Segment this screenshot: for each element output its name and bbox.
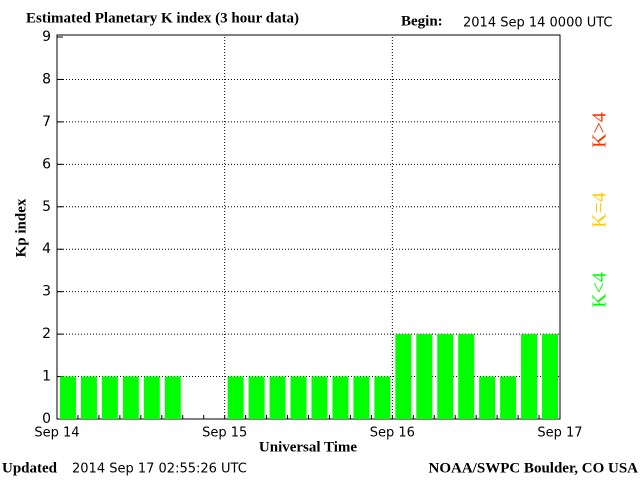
bar <box>332 376 349 419</box>
y-tick-label: 9 <box>42 29 51 45</box>
updated-time: 2014 Sep 17 02:55:26 UTC <box>72 462 247 477</box>
bar <box>269 376 286 419</box>
begin-label: Begin: <box>401 13 443 29</box>
bar <box>500 376 517 419</box>
begin-time: 2014 Sep 14 0000 UTC <box>463 16 613 31</box>
y-tick-label: 6 <box>42 156 51 172</box>
bar <box>458 334 475 419</box>
bar <box>374 376 391 419</box>
bar <box>101 376 118 419</box>
x-axis-label: Universal Time <box>259 439 358 455</box>
credit: NOAA/SWPC Boulder, CO USA <box>429 460 639 476</box>
updated-label: Updated <box>2 460 58 476</box>
bar <box>437 334 454 419</box>
bar <box>479 376 496 419</box>
y-tick-label: 1 <box>42 369 51 385</box>
bar <box>164 376 181 419</box>
y-tick-label: 8 <box>42 71 51 87</box>
y-axis-label: Kp index <box>13 198 29 257</box>
bar <box>122 376 139 419</box>
bar <box>311 376 328 419</box>
bar <box>416 334 433 419</box>
bar <box>395 334 412 419</box>
x-tick-label: Sep 14 <box>34 426 79 441</box>
bar <box>80 376 97 419</box>
y-tick-label: 4 <box>42 241 51 257</box>
bar <box>248 376 265 419</box>
bar <box>290 376 307 419</box>
bar <box>60 376 76 419</box>
x-tick-label: Sep 17 <box>537 426 582 441</box>
legend-entry: K<4 <box>589 272 611 308</box>
plot-frame <box>56 34 561 420</box>
bar <box>227 376 244 419</box>
bar <box>521 334 538 419</box>
bar <box>353 376 370 419</box>
bar <box>542 334 558 419</box>
y-tick-label: 0 <box>42 411 51 427</box>
x-tick-label: Sep 16 <box>370 426 415 441</box>
legend-entry: K>4 <box>589 112 611 148</box>
legend-entry: K=4 <box>589 192 611 228</box>
bar <box>143 376 160 419</box>
y-tick-label: 5 <box>42 199 51 215</box>
x-tick-label: Sep 15 <box>202 426 247 441</box>
y-tick-label: 7 <box>42 114 51 130</box>
chart-title: Estimated Planetary K index (3 hour data… <box>26 10 299 26</box>
y-tick-label: 2 <box>42 326 51 342</box>
y-tick-label: 3 <box>42 284 51 300</box>
